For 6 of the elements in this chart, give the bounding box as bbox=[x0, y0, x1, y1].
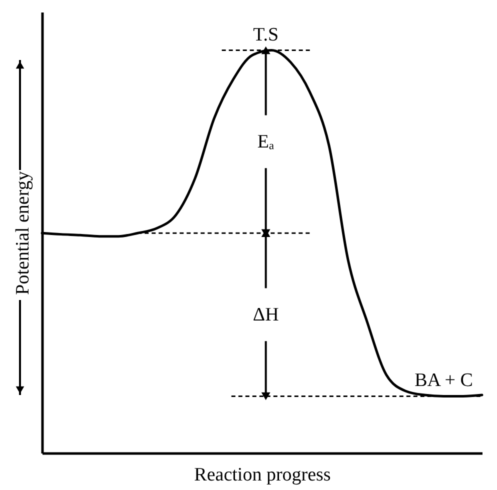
y-axis-title: Potential energy bbox=[12, 170, 34, 295]
annotation: Eₐ bbox=[257, 132, 274, 153]
annotation: ΔH bbox=[252, 304, 280, 326]
ref-line-label: BA + C bbox=[414, 370, 473, 392]
x-axis-title: Reaction progress bbox=[194, 464, 331, 486]
ref-line-label: T.S bbox=[253, 24, 279, 46]
